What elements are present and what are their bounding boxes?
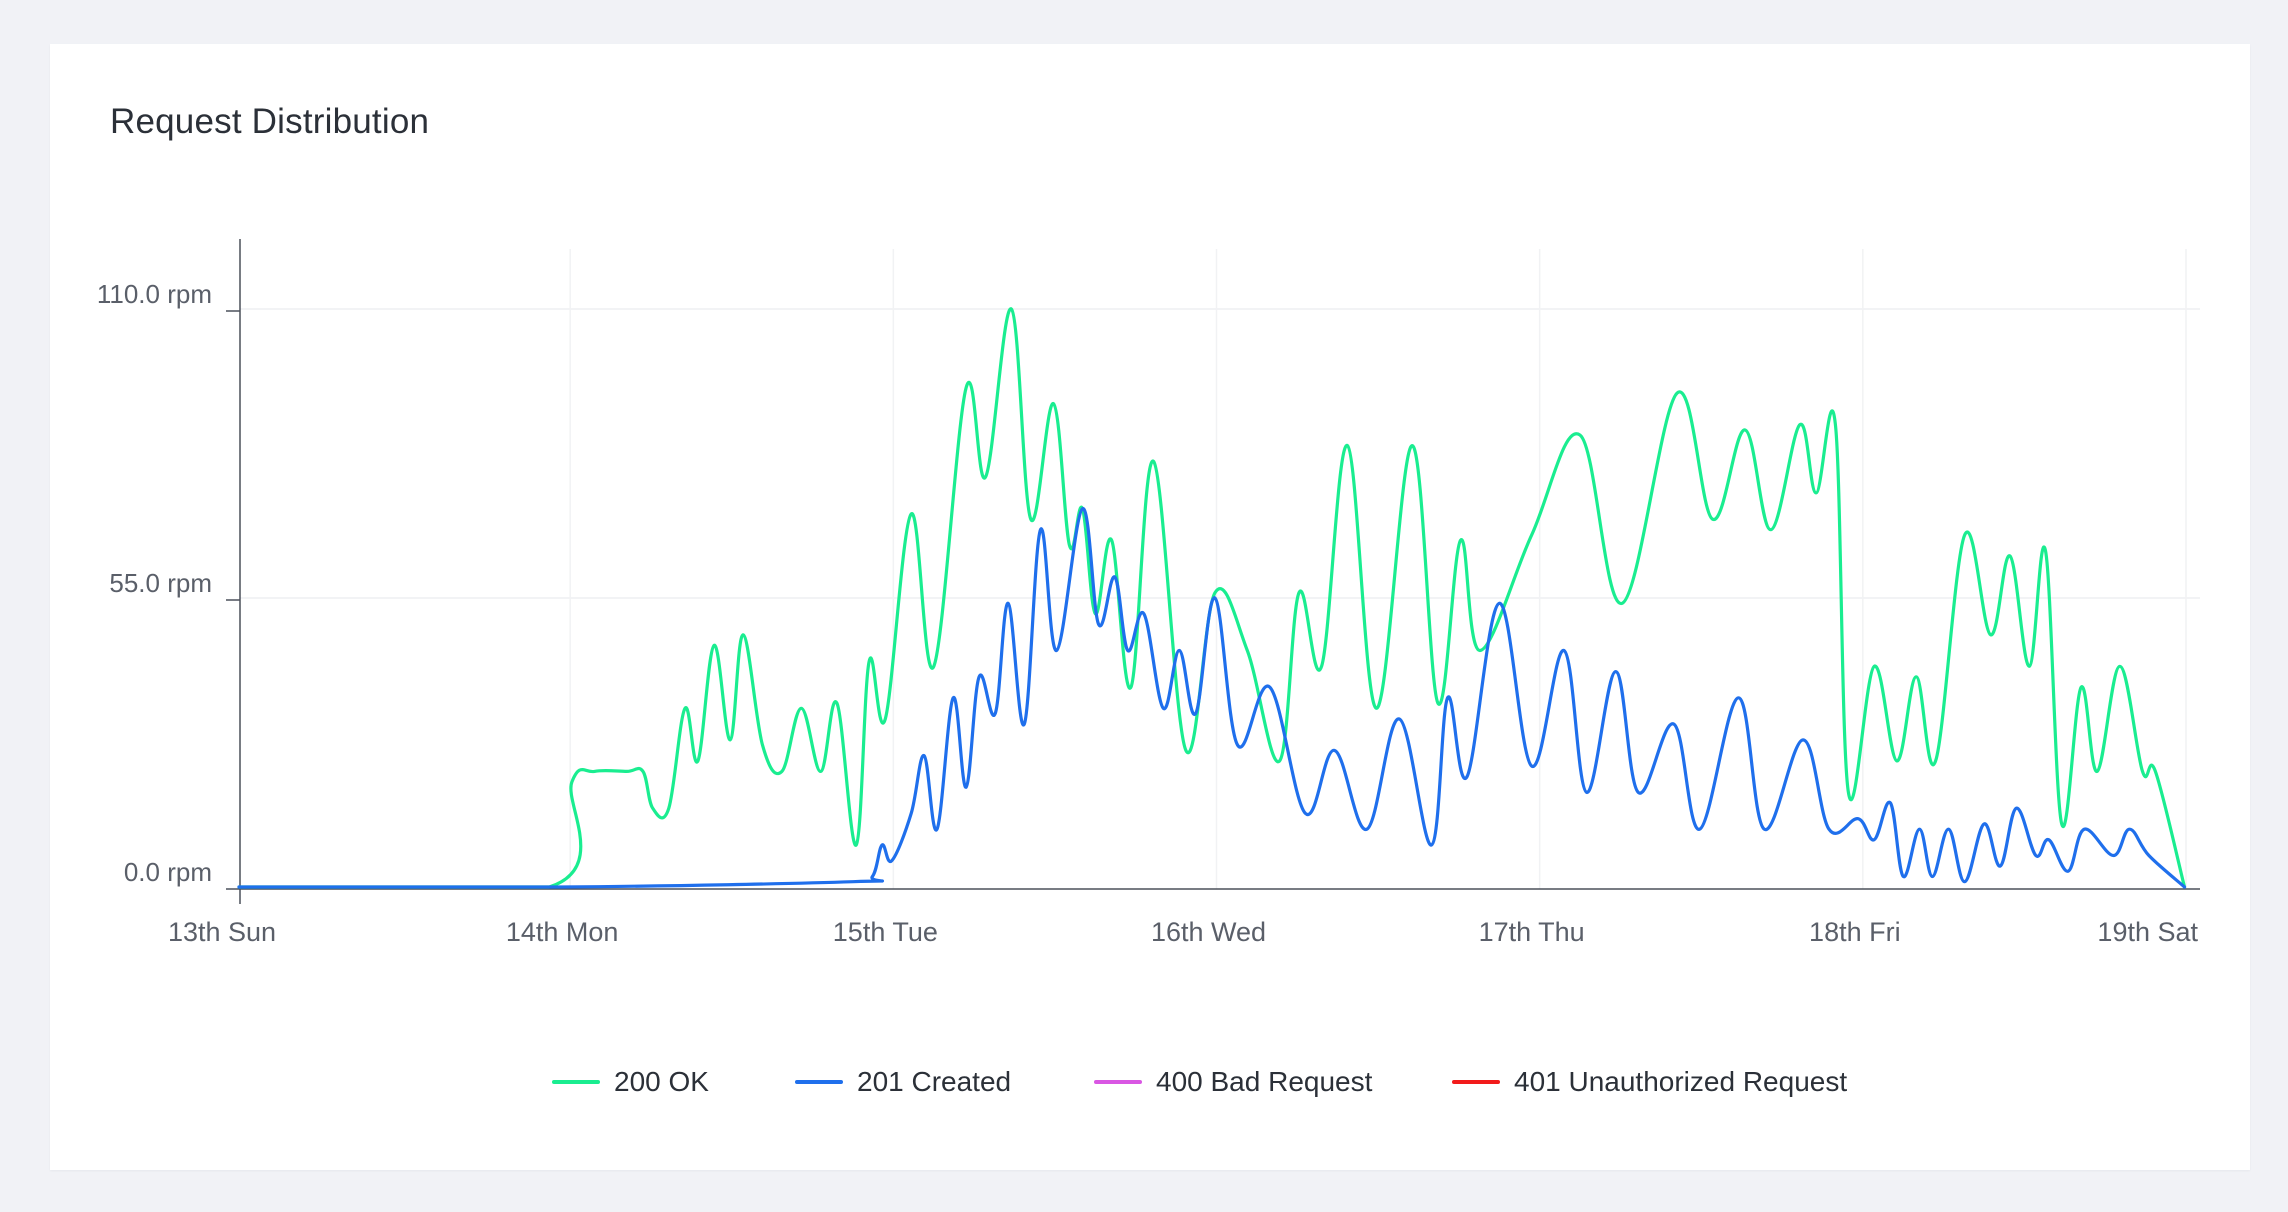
chart-card: Request Distribution 0.0 rpm 55.0 rpm 110.… <box>50 44 2250 1170</box>
legend-swatch-200-ok <box>552 1080 600 1084</box>
legend-item-401-unauthorized-request[interactable]: 401 Unauthorized Request <box>1452 1062 1847 1102</box>
chart-title: Request Distribution <box>110 102 430 141</box>
legend-label-400-bad-request: 400 Bad Request <box>1156 1066 1373 1097</box>
legend-label-200-ok: 200 OK <box>614 1066 709 1097</box>
y-tick-label-1: 55.0 rpm <box>109 568 212 598</box>
y-tick-label-2: 110.0 rpm <box>97 279 212 309</box>
legend-swatch-400-bad-request <box>1094 1080 1142 1084</box>
x-tick-label-5: 18th Fri <box>1809 917 1901 947</box>
legend-label-401-unauthorized-request: 401 Unauthorized Request <box>1514 1066 1848 1097</box>
legend-item-400-bad-request[interactable]: 400 Bad Request <box>1094 1062 1372 1102</box>
series-line-201-created <box>237 507 2187 889</box>
x-tick-label-2: 15th Tue <box>833 917 938 947</box>
legend-label-201-created: 201 Created <box>857 1066 1012 1097</box>
chart-legend: 200 OK 201 Created 400 Bad Request 401 Unau… <box>50 1062 2250 1102</box>
legend-swatch-201-created <box>795 1080 843 1084</box>
request-distribution-chart: 0.0 rpm 55.0 rpm 110.0 rpm 13th Sun 14th Mon… <box>97 239 2200 947</box>
legend-swatch-401-unauthorized-request <box>1452 1080 1500 1084</box>
x-tick-label-3: 16th Wed <box>1151 917 1266 947</box>
x-tick-label-1: 14th Mon <box>506 917 619 947</box>
legend-item-201-created[interactable]: 201 Created <box>795 1062 1011 1102</box>
x-tick-label-6: 19th Sat <box>2097 917 2198 947</box>
x-tick-label-4: 17th Thu <box>1479 917 1585 947</box>
legend-item-200-ok[interactable]: 200 OK <box>552 1062 709 1102</box>
x-tick-label-0: 13th Sun <box>168 917 276 947</box>
y-tick-label-0: 0.0 rpm <box>124 857 212 887</box>
series-line-200-ok <box>237 307 2187 889</box>
